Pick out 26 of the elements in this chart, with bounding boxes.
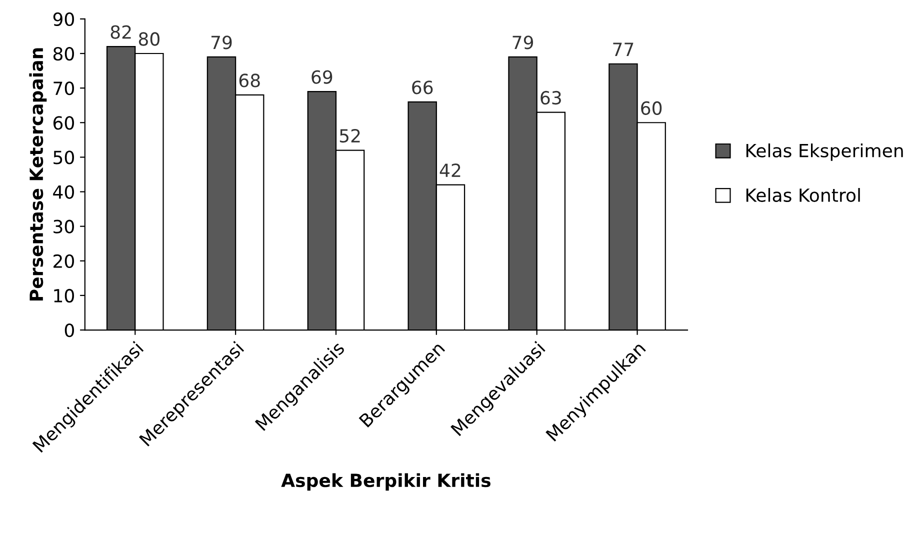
legend-label: Kelas Eksperimen <box>746 143 903 161</box>
data-label: 60 <box>641 101 662 115</box>
y-tick-label: 90 <box>53 12 74 26</box>
y-tick-label: 30 <box>54 220 74 234</box>
data-label: 80 <box>138 32 160 46</box>
x-axis-title: Aspek Berpikir Kritis <box>281 473 490 491</box>
data-label: 66 <box>412 80 433 94</box>
data-label: 52 <box>340 128 360 143</box>
y-axis-title: Persentase Ketercapaian <box>29 48 47 300</box>
y-tick-label: 20 <box>54 254 74 268</box>
data-label: 77 <box>613 42 634 56</box>
y-tick-label: 80 <box>53 46 74 61</box>
data-label: 79 <box>512 36 533 50</box>
y-tick-label: 50 <box>54 150 74 164</box>
legend-label: Kelas Kontrol <box>746 188 860 202</box>
y-tick-label: 10 <box>54 288 74 303</box>
data-label: 68 <box>239 74 260 88</box>
y-tick-label: 0 <box>64 323 74 338</box>
data-label: 79 <box>211 36 232 50</box>
data-label: 82 <box>110 25 131 39</box>
data-label: 63 <box>540 90 561 105</box>
y-tick-label: 70 <box>54 82 74 96</box>
data-label: 42 <box>440 164 460 177</box>
y-tick-label: 60 <box>53 116 74 130</box>
y-tick-label: 40 <box>53 185 74 199</box>
data-label: 69 <box>312 70 332 84</box>
